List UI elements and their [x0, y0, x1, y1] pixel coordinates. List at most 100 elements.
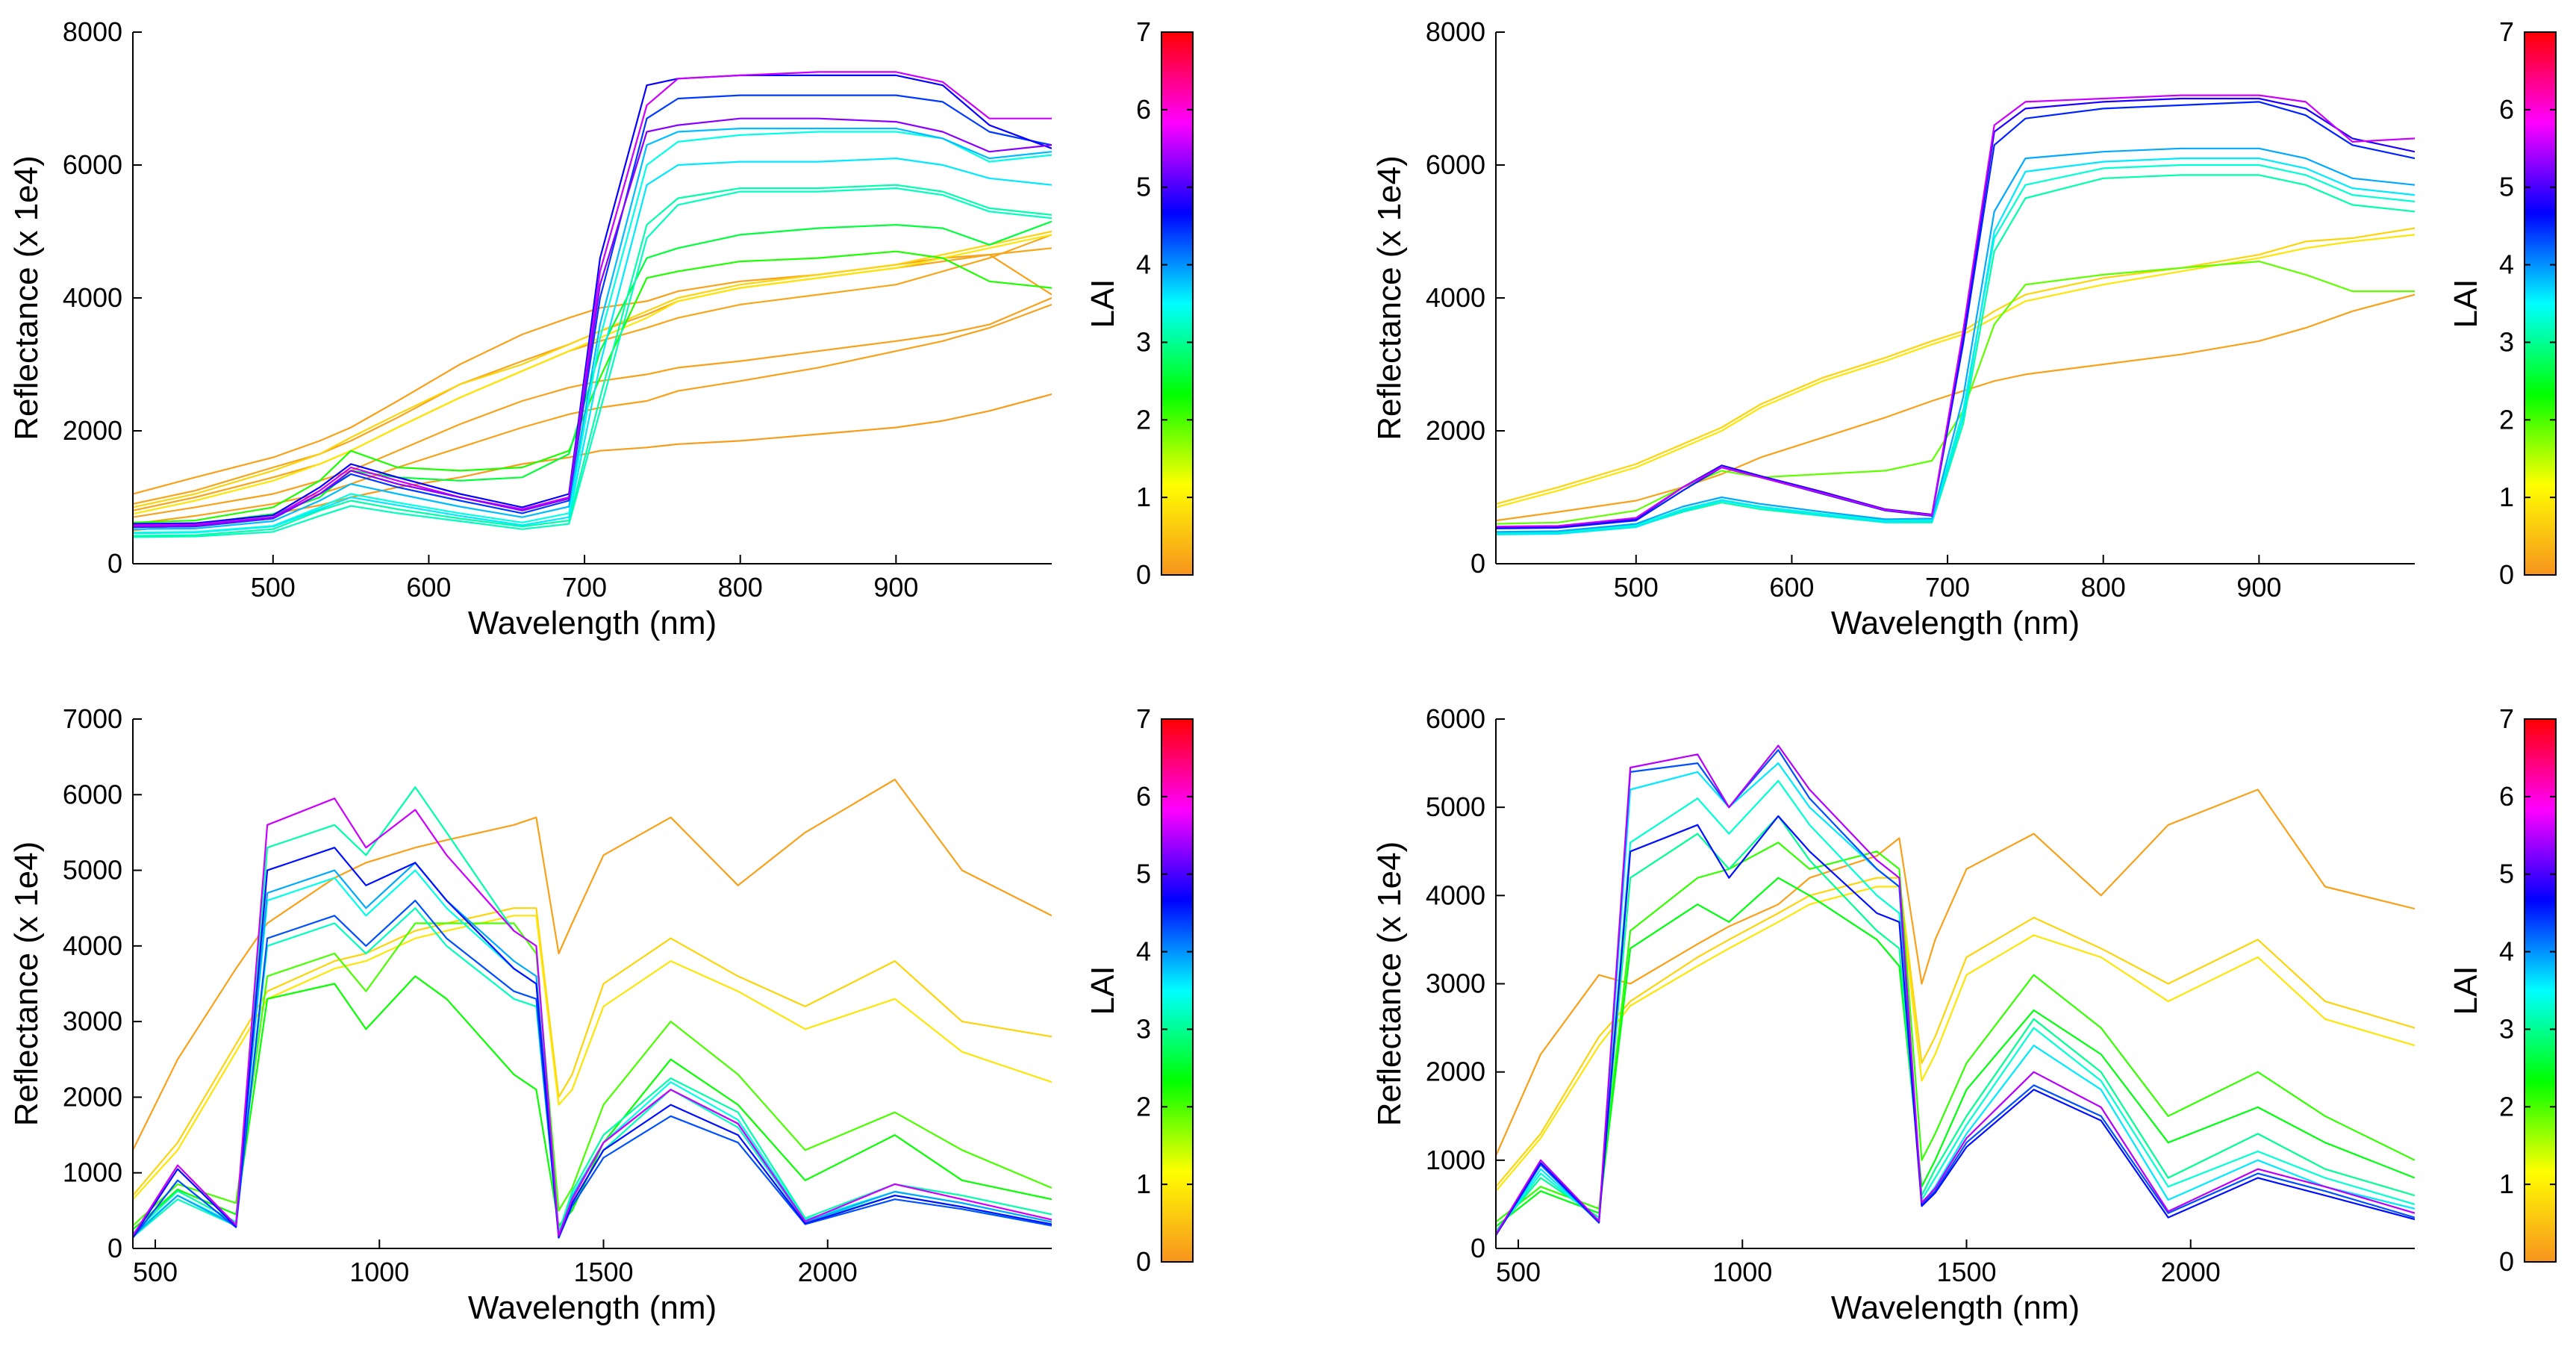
colorbar-label: LAI: [2448, 279, 2484, 328]
x-axis-label: Wavelength (nm): [468, 1290, 717, 1326]
series-line-5: [1496, 815, 2415, 1232]
series-line-4: [1496, 174, 2415, 535]
series-line-10: [133, 184, 1052, 537]
series-line-6: [1496, 780, 2415, 1234]
y-tick-label: 4000: [1426, 282, 1485, 313]
x-tick-label: 900: [2236, 572, 2281, 603]
panel-top-left: 500 600 700 800 900 0 2000 4000 6000 8000 Waveleng…: [8, 16, 1194, 641]
series-line-17: [133, 71, 1052, 526]
colorbar-tick-label: 5: [1136, 172, 1151, 202]
series-line-6: [133, 230, 1052, 508]
colorbar-tick-label: 4: [2499, 249, 2514, 280]
y-axis-label: Reflectance (x 1e4): [1371, 155, 1408, 441]
y-tick-label: 2000: [63, 1081, 122, 1112]
series-line-7: [133, 234, 1052, 515]
series-line-4: [133, 975, 1052, 1231]
colorbar-tick-label: 3: [1136, 326, 1151, 357]
panel-bottom-left: 500 1000 1500 2000 0 1000 2000 3000 4000 5000 6000…: [8, 703, 1194, 1326]
x-tick-label: 800: [718, 572, 763, 603]
y-tick-label: 8000: [1426, 16, 1485, 47]
colorbar-label: LAI: [1085, 279, 1121, 328]
series-line-11: [133, 797, 1052, 1236]
series-line-1: [1496, 227, 2415, 505]
y-tick-label: 3000: [1426, 968, 1485, 999]
series-line-0: [133, 778, 1052, 1151]
y-tick-label: 0: [1471, 548, 1485, 579]
colorbar-label: LAI: [1085, 965, 1121, 1015]
series-line-8: [133, 862, 1052, 1237]
y-tick-label: 2000: [63, 415, 122, 446]
colorbar-tick-label: 1: [1136, 482, 1151, 512]
colorbar-tick-label: 4: [1136, 936, 1151, 967]
colorbar: 0 1 2 3 4 5 6 7 LAI: [1085, 16, 1194, 590]
y-tick-label: 0: [107, 548, 122, 579]
series-line-3: [1496, 842, 2415, 1223]
y-axis-label: Reflectance (x 1e4): [8, 842, 45, 1127]
colorbar-tick-label: 6: [2499, 781, 2514, 812]
colorbar-tick-label: 6: [1136, 781, 1151, 812]
y-tick-label: 0: [107, 1233, 122, 1263]
colorbar-tick-label: 2: [2499, 1091, 2514, 1122]
colorbar-swatch: [2524, 718, 2557, 1263]
series-group: [1496, 744, 2415, 1236]
series-line-4: [1496, 877, 2415, 1228]
colorbar-tick-label: 5: [2499, 172, 2514, 202]
colorbar-tick-label: 6: [1136, 94, 1151, 125]
x-tick-label: 1000: [349, 1257, 409, 1287]
x-tick-label: 2000: [2161, 1257, 2221, 1287]
series-line-0: [1496, 788, 2415, 1157]
y-tick-label: 6000: [1426, 703, 1485, 734]
x-tick-label: 700: [1925, 572, 1970, 603]
colorbar-tick-label: 4: [1136, 249, 1151, 280]
x-tick-label: 1000: [1712, 1257, 1772, 1287]
x-tick-label: 1500: [573, 1257, 633, 1287]
y-tick-label: 6000: [63, 779, 122, 809]
x-tick-label: 1500: [1936, 1257, 1996, 1287]
colorbar: 0 1 2 3 4 5 6 7 LAI: [2448, 16, 2557, 590]
series-line-2: [1496, 234, 2415, 508]
x-axis-label: Wavelength (nm): [1831, 1290, 2080, 1326]
x-tick-label: 800: [2081, 572, 2126, 603]
panel-bottom-right: 500 1000 1500 2000 0 1000 2000 3000 4000 5000 6000…: [1371, 703, 2557, 1326]
x-tick-label: 500: [251, 572, 296, 603]
colorbar: 0 1 2 3 4 5 6 7 LAI: [1085, 703, 1194, 1277]
x-tick-label: 2000: [798, 1257, 858, 1287]
series-line-6: [133, 869, 1052, 1236]
colorbar-swatch: [2524, 31, 2557, 576]
y-tick-label: 1000: [63, 1157, 122, 1188]
colorbar-tick-label: 1: [2499, 1169, 2514, 1199]
y-tick-label: 5000: [1426, 791, 1485, 822]
series-line-10: [1496, 94, 2415, 528]
series-line-6: [1496, 158, 2415, 535]
series-line-7: [1496, 147, 2415, 533]
colorbar-tick-label: 0: [1136, 1246, 1151, 1277]
y-axis-label: Reflectance (x 1e4): [1371, 842, 1408, 1127]
series-line-10: [133, 847, 1052, 1238]
y-tick-label: 2000: [1426, 415, 1485, 446]
x-axis-label: Wavelength (nm): [468, 605, 717, 641]
series-line-10: [1496, 744, 2415, 1235]
colorbar-tick-label: 3: [1136, 1013, 1151, 1044]
colorbar-tick-label: 7: [1136, 703, 1151, 734]
y-tick-label: 8000: [63, 16, 122, 47]
y-tick-label: 0: [1471, 1233, 1485, 1263]
y-tick-label: 2000: [1426, 1057, 1485, 1087]
x-tick-label: 500: [1614, 572, 1659, 603]
x-tick-label: 900: [873, 572, 918, 603]
series-line-0: [1496, 293, 2415, 522]
series-line-5: [1496, 164, 2415, 534]
colorbar-swatch: [1161, 718, 1194, 1263]
series-line-12: [133, 158, 1052, 535]
series-line-14: [133, 128, 1052, 530]
y-tick-label: 6000: [1426, 149, 1485, 180]
colorbar-swatch: [1161, 31, 1194, 576]
series-line-3: [133, 922, 1052, 1227]
series-line-5: [133, 393, 1052, 532]
y-tick-label: 6000: [63, 149, 122, 180]
y-tick-label: 3000: [63, 1006, 122, 1036]
panel-top-right: 500 600 700 800 900 0 2000 4000 6000 8000 Waveleng…: [1371, 16, 2557, 641]
y-tick-label: 7000: [63, 703, 122, 734]
x-tick-label: 500: [133, 1257, 178, 1287]
colorbar-tick-label: 7: [2499, 703, 2514, 734]
